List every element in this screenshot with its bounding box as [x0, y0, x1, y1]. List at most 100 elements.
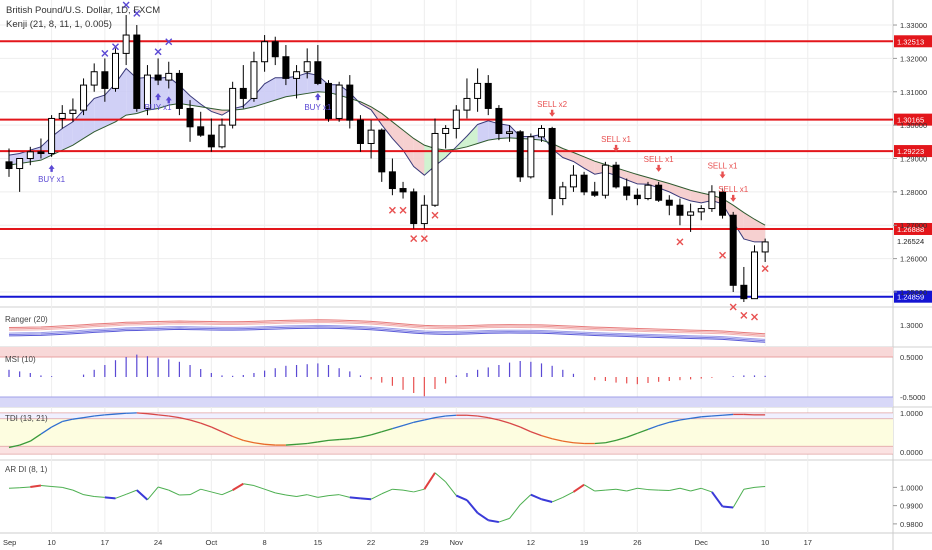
ardi-segment	[62, 486, 74, 491]
indicator-title: Kenji (21, 8, 11, 1, 0.005)	[6, 19, 112, 30]
time-tick-label: 19	[580, 538, 588, 547]
price-tick-label: 1.25000	[900, 288, 927, 297]
cloud-segment	[584, 156, 595, 175]
ardi-segment	[189, 488, 201, 496]
ardi-segment	[221, 489, 233, 496]
ardi-segment	[583, 484, 596, 492]
tdi-segment	[19, 440, 31, 446]
bearish-candle	[719, 191, 727, 216]
tdi-segment	[541, 435, 553, 440]
time-tick-label: 10	[761, 538, 769, 547]
cross-mark	[729, 303, 737, 311]
tdi-segment	[424, 416, 436, 421]
bearish-candle	[346, 84, 354, 121]
cloud-segment	[94, 95, 105, 132]
tdi-segment	[488, 416, 500, 421]
bearish-candle	[154, 74, 162, 81]
bullish-candle	[335, 84, 343, 119]
cross-mark	[410, 235, 418, 243]
tdi-segment	[445, 414, 457, 417]
ardi-tick-label: 0.9900	[900, 502, 923, 511]
bullish-candle	[165, 72, 173, 81]
ardi-segment	[669, 487, 681, 491]
time-tick-label: Oct	[206, 538, 219, 547]
ardi-segment	[72, 489, 84, 496]
bullish-candle	[261, 41, 269, 63]
tdi-segment	[317, 439, 329, 443]
ardi-segment	[200, 488, 212, 493]
buy-arrow	[155, 93, 162, 101]
support-level-label: 1.24859	[897, 293, 924, 302]
tdi-mid-band	[0, 418, 893, 447]
kenji-cloud	[8, 67, 766, 243]
sell-signal-label: SELL x1	[601, 135, 631, 144]
cloud-segment	[158, 77, 169, 109]
tdi-segment	[72, 416, 84, 420]
bullish-candle	[474, 82, 482, 99]
ardi-segment	[519, 494, 532, 506]
bullish-candle	[16, 158, 24, 170]
time-tick-label: Dec	[695, 538, 709, 547]
buy-signal-label: BUY x1	[145, 103, 173, 112]
ardi-segment	[402, 489, 414, 493]
ardi-segment	[711, 491, 724, 508]
bearish-candle	[729, 214, 737, 286]
bearish-candle	[484, 82, 492, 109]
ardi-title: AR DI (8, 1)	[5, 465, 48, 474]
sell-signal-label: SELL x1	[708, 162, 738, 171]
sell-arrow	[613, 144, 620, 152]
tdi-segment	[221, 431, 233, 438]
cloud-segment	[658, 180, 670, 192]
bullish-candle	[69, 109, 77, 114]
cloud-segment	[743, 212, 755, 242]
tdi-segment	[722, 413, 734, 416]
time-tick-label: Sep	[3, 538, 16, 547]
ardi-segment	[551, 496, 563, 503]
bullish-candle	[143, 74, 151, 109]
cloud-segment	[466, 124, 478, 147]
ardi-segment	[423, 472, 436, 490]
bullish-candle	[559, 186, 567, 200]
bullish-candle	[48, 117, 56, 155]
ardi-segment	[392, 488, 404, 491]
msi-tick-label: 0.5000	[900, 353, 923, 362]
bullish-candle	[250, 61, 258, 99]
bearish-candle	[399, 188, 407, 193]
price-tick-label: 1.28000	[900, 188, 927, 197]
ardi-segment	[466, 499, 479, 514]
bearish-candle	[133, 34, 141, 109]
tdi-segment	[168, 415, 180, 419]
tdi-segment	[605, 439, 617, 444]
tdi-segment	[62, 418, 74, 423]
bearish-candle	[378, 129, 386, 173]
cloud-segment	[190, 95, 201, 107]
price-tick-label: 1.30000	[900, 121, 927, 130]
msi-tick-label: -0.5000	[900, 393, 925, 402]
msi-panel: 0.5000 -0.5000	[0, 347, 925, 407]
msi-lower-zone	[0, 397, 893, 407]
bullish-candle	[463, 97, 471, 111]
buy-arrow	[165, 96, 172, 104]
ardi-panel: 1.0000 0.9900 0.9800	[8, 472, 923, 529]
ardi-segment	[722, 505, 734, 509]
tdi-segment	[94, 414, 105, 417]
ardi-segment	[94, 496, 105, 498]
time-tick-label: 15	[314, 538, 322, 547]
bullish-candle	[751, 251, 758, 300]
tdi-segment	[498, 419, 510, 424]
bearish-candle	[186, 107, 194, 128]
bearish-candle	[623, 186, 631, 196]
tdi-segment	[179, 416, 191, 421]
ardi-segment	[445, 481, 457, 496]
bullish-candle	[644, 184, 652, 200]
tdi-segment	[243, 439, 255, 444]
tdi-segment	[402, 421, 414, 427]
tdi-segment	[360, 434, 372, 438]
candlesticks[interactable]	[5, 15, 769, 302]
tdi-segment	[434, 415, 446, 419]
bullish-candle	[452, 109, 460, 129]
ardi-segment	[317, 495, 329, 498]
tdi-segment	[690, 416, 702, 420]
bullish-candle	[761, 241, 769, 253]
